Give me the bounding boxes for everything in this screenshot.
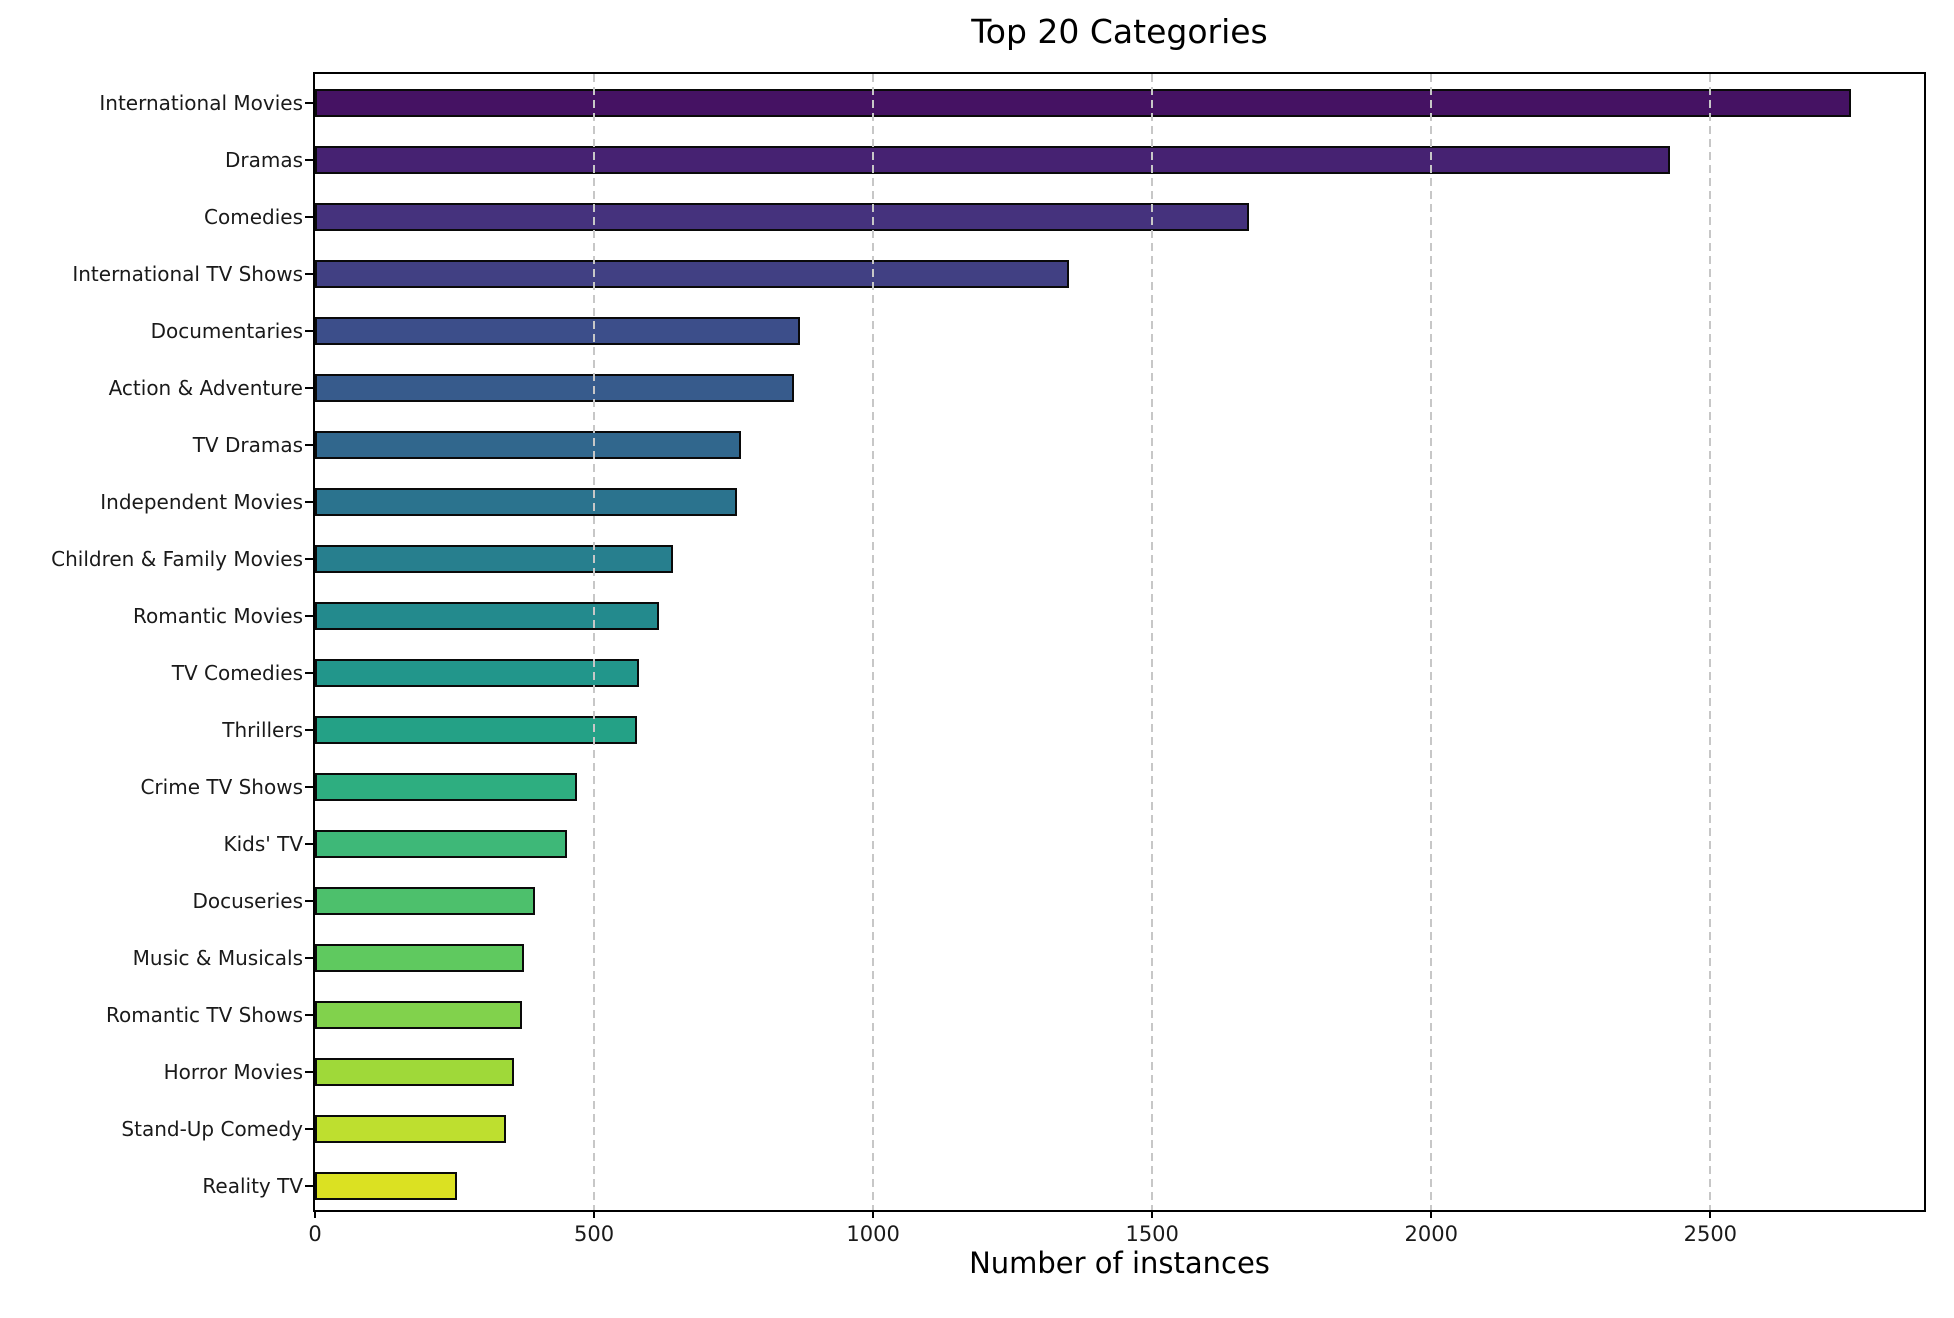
chart-title: Top 20 Categories [971, 12, 1268, 51]
y-tick [305, 386, 313, 389]
y-category-label: TV Comedies [171, 660, 303, 685]
x-axis-label: Number of instances [969, 1246, 1270, 1280]
y-category-label: Kids' TV [223, 831, 303, 856]
y-category-label: International Movies [99, 90, 303, 115]
y-tick [305, 215, 313, 218]
gridline-x-2000 [1430, 74, 1433, 1210]
bar-independent-movies [315, 487, 737, 516]
y-tick [305, 956, 313, 959]
gridline-x-1500 [1151, 74, 1154, 1210]
y-category-label: Independent Movies [100, 489, 303, 514]
y-tick [305, 329, 313, 332]
bar-action-adventure [315, 373, 795, 402]
x-tick [1151, 1210, 1154, 1218]
x-tick-label: 2500 [1683, 1222, 1738, 1246]
bar-horror-movies [315, 1057, 515, 1086]
y-tick [305, 1013, 313, 1016]
y-tick [305, 671, 313, 674]
y-tick [305, 158, 313, 161]
x-tick-label: 2000 [1404, 1222, 1458, 1246]
y-category-label: Stand-Up Comedy [121, 1116, 303, 1141]
bar-tv-comedies [315, 658, 640, 687]
y-tick [305, 1184, 313, 1187]
y-category-label: Thrillers [222, 717, 303, 742]
y-category-label: Reality TV [202, 1173, 303, 1198]
x-tick [314, 1210, 316, 1218]
bar-romantic-movies [315, 601, 659, 630]
y-tick [305, 785, 313, 788]
y-tick [305, 443, 313, 446]
bar-docuseries [315, 886, 536, 915]
y-tick [305, 728, 313, 731]
y-tick [305, 101, 313, 104]
bar-stand-up-comedy [315, 1114, 507, 1143]
y-tick [305, 272, 313, 275]
y-category-label: Music & Musicals [132, 945, 303, 970]
y-category-label: Romantic Movies [132, 603, 303, 628]
x-tick [593, 1210, 596, 1218]
gridline-x-2500 [1709, 74, 1712, 1210]
bar-kids-tv [315, 829, 567, 858]
bar-international-movies [315, 88, 1851, 117]
bar-documentaries [315, 316, 801, 345]
y-category-label: Documentaries [150, 318, 303, 343]
x-tick [1430, 1210, 1433, 1218]
bar-crime-tv-shows [315, 772, 578, 801]
y-tick [305, 557, 313, 560]
x-tick-label: 1500 [1125, 1222, 1179, 1246]
y-tick [305, 842, 313, 845]
x-tick [1709, 1210, 1712, 1218]
y-category-label: Children & Family Movies [51, 546, 303, 571]
bar-romantic-tv-shows [315, 1000, 522, 1029]
y-category-label: Horror Movies [163, 1059, 303, 1084]
x-tick [872, 1210, 875, 1218]
bar-tv-dramas [315, 430, 741, 459]
y-category-label: Crime TV Shows [140, 774, 303, 799]
bar-comedies [315, 202, 1250, 231]
gridline-x-500 [593, 74, 596, 1210]
bar-thrillers [315, 715, 638, 744]
y-category-label: TV Dramas [192, 432, 303, 457]
gridline-x-1000 [872, 74, 875, 1210]
y-category-label: Romantic TV Shows [105, 1002, 303, 1027]
y-category-label: Comedies [204, 204, 303, 229]
y-tick [305, 500, 313, 503]
plot-area: International Movies Dramas Comedies Intern… [51, 72, 1926, 1246]
y-category-label: Action & Adventure [108, 375, 303, 400]
y-category-label: International TV Shows [72, 261, 303, 286]
x-tick-label: 1000 [846, 1222, 900, 1246]
bar-children-family-movies [315, 544, 673, 573]
y-tick [305, 1070, 313, 1073]
y-category-label: Dramas [224, 147, 303, 172]
y-tick [305, 614, 313, 617]
y-category-label: Docuseries [192, 888, 303, 913]
bar-reality-tv [315, 1171, 458, 1200]
x-tick-label: 500 [574, 1222, 615, 1246]
y-tick [305, 899, 313, 902]
bar-dramas [315, 145, 1670, 174]
x-tick-label: 0 [308, 1222, 322, 1246]
bar-music-musicals [315, 943, 525, 972]
bar-international-tv-shows [315, 259, 1070, 288]
y-tick [305, 1127, 313, 1130]
